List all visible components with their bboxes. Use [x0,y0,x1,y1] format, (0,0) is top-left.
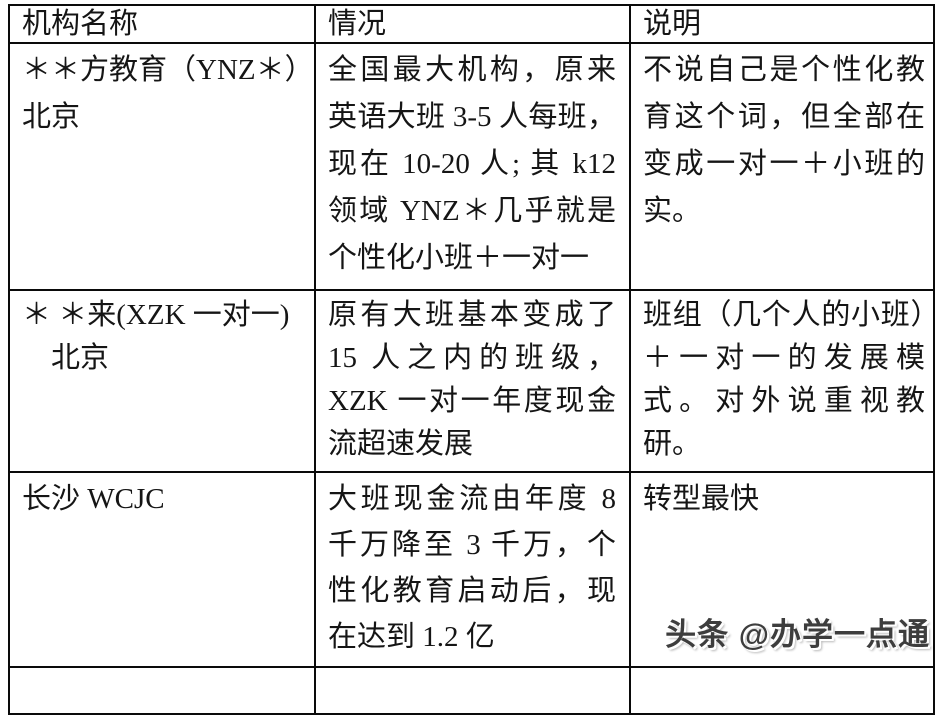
cell-institution-name: ＊ ＊来(XZK 一对一) 北京 [8,289,316,473]
table-row-cutoff [8,666,935,715]
cell-note: 转型最快 [629,471,935,668]
cell-situation [314,666,631,715]
cell-institution-name: 长沙 WCJC [8,471,316,668]
institutions-table: 机构名称 情况 说明 ＊＊方教育（YNZ＊） 北京 全国最大机构，原来英语大班 … [8,4,935,715]
cell-institution-name: ＊＊方教育（YNZ＊） 北京 [8,42,316,291]
table-row: ＊＊方教育（YNZ＊） 北京 全国最大机构，原来英语大班 3-5 人每班，现在 … [8,42,935,291]
cell-note [629,666,935,715]
cell-note: 不说自己是个性化教育这个词，但全部在变成一对一＋小班的实。 [629,42,935,291]
column-header-note: 说明 [629,4,935,44]
cell-situation: 大班现金流由年度 8 千万降至 3 千万，个性化教育启动后，现在达到 1.2 亿 [314,471,631,668]
table-row: ＊ ＊来(XZK 一对一) 北京 原有大班基本变成了 15 人之内的班级，XZK… [8,289,935,473]
table-header-row: 机构名称 情况 说明 [8,4,935,44]
toutiao-watermark: 头条 @办学一点通 [665,617,930,652]
cell-note: 班组（几个人的小班）＋一对一的发展模式。对外说重视教研。 [629,289,935,473]
cell-situation: 原有大班基本变成了 15 人之内的班级，XZK 一对一年度现金流超速发展 [314,289,631,473]
column-header-situation: 情况 [314,4,631,44]
column-header-institution-name: 机构名称 [8,4,316,44]
cell-institution-name [8,666,316,715]
document-page: 机构名称 情况 说明 ＊＊方教育（YNZ＊） 北京 全国最大机构，原来英语大班 … [8,4,935,715]
table-row: 长沙 WCJC 大班现金流由年度 8 千万降至 3 千万，个性化教育启动后，现在… [8,471,935,668]
cell-situation: 全国最大机构，原来英语大班 3-5 人每班，现在 10-20 人; 其 k12 … [314,42,631,291]
